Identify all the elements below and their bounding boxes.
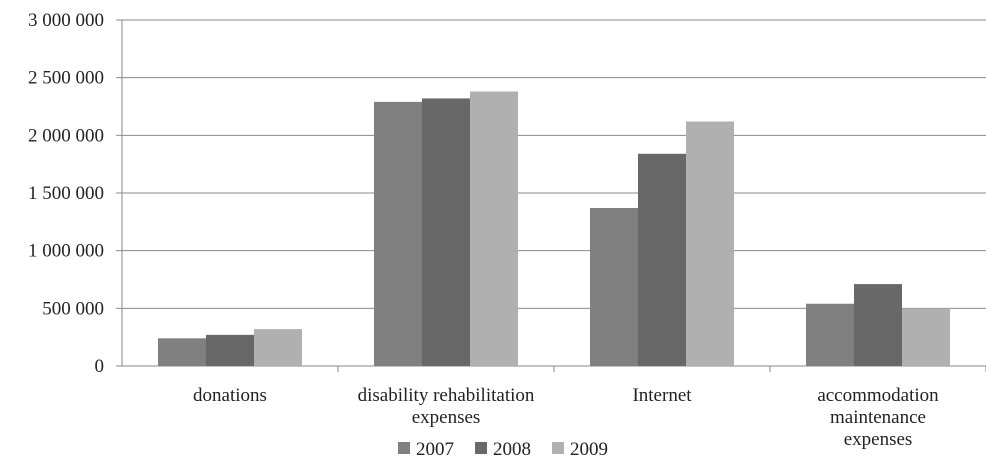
- bar-2008-2: [638, 153, 686, 366]
- y-tick-label: 3 000 000: [28, 10, 104, 31]
- y-axis-tick-labels: 0 500 000 1 000 000 1 500 000 2 000 000 2 500…: [28, 10, 104, 377]
- legend-swatch-2008: [475, 442, 487, 454]
- y-tick-label: 0: [95, 356, 105, 377]
- y-tick-label: 1 500 000: [28, 183, 104, 204]
- gridlines: [122, 19, 986, 309]
- x-axis-category-labels: donations disability rehabilitation expens…: [193, 385, 939, 450]
- category-label: accommodation maintenance expenses: [817, 385, 939, 450]
- category-label: donations: [193, 385, 267, 406]
- y-tick-label: 2 000 000: [28, 125, 104, 146]
- legend-label: 2007: [416, 439, 454, 460]
- legend: 2007 2008 2009: [398, 439, 608, 460]
- bar-2009-3: [902, 308, 950, 366]
- legend-swatch-2007: [398, 442, 410, 454]
- category-label: disability rehabilitation expenses: [358, 385, 535, 428]
- bar-2008-1: [422, 98, 470, 366]
- bar-2007-2: [590, 207, 638, 366]
- legend-label: 2009: [570, 439, 608, 460]
- bar-2008-0: [206, 334, 254, 366]
- category-label: Internet: [632, 385, 692, 406]
- y-tick-label: 1 000 000: [28, 241, 104, 262]
- bar-2009-2: [686, 121, 734, 366]
- bar-2009-1: [470, 91, 518, 367]
- bar-2009-0: [254, 329, 302, 366]
- bar-2007-3: [806, 303, 854, 366]
- bar-2007-0: [158, 338, 206, 366]
- legend-label: 2008: [493, 439, 531, 460]
- legend-swatch-2009: [552, 442, 564, 454]
- y-tick-label: 500 000: [42, 298, 104, 319]
- bars: [158, 91, 950, 367]
- bar-2007-1: [374, 101, 422, 367]
- bar-2008-3: [854, 284, 902, 366]
- y-tick-label: 2 500 000: [28, 68, 104, 89]
